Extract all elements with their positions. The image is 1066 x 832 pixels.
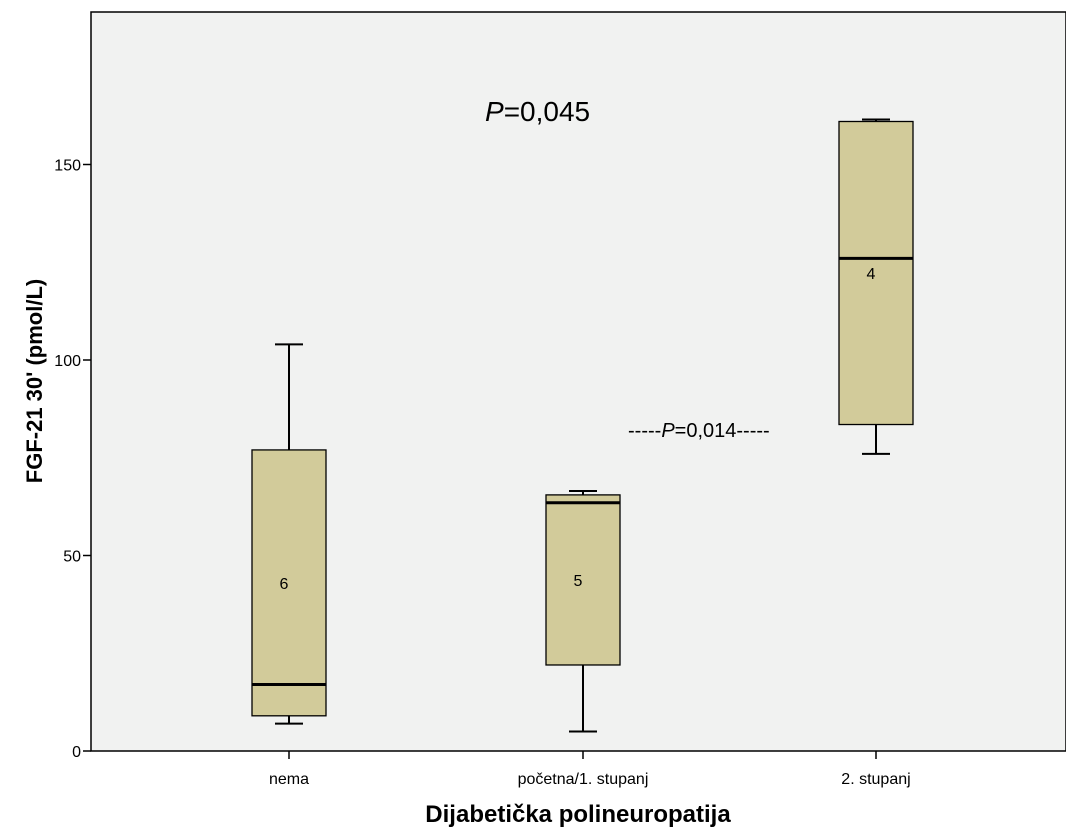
box-count-label: 6 xyxy=(280,576,289,593)
x-tick-label-3: 2. stupanj xyxy=(841,771,910,788)
box-iqr xyxy=(838,120,914,426)
y-tick-label-100: 100 xyxy=(54,353,81,370)
x-tick-label-1: nema xyxy=(269,771,309,788)
box-iqr xyxy=(251,449,327,717)
box-iqr xyxy=(545,494,621,666)
pairwise-p-prefix: ----- xyxy=(628,420,661,442)
boxes: 6 5 4 xyxy=(251,118,914,733)
y-tick-label-0: 0 xyxy=(72,744,81,761)
y-tick-label-50: 50 xyxy=(63,549,81,566)
box-group-2: 5 xyxy=(545,489,621,733)
y-axis-ticks: 0 50 100 150 xyxy=(54,158,91,761)
x-tick-label-2: početna/1. stupanj xyxy=(518,771,649,788)
pairwise-p-value: =0,014----- xyxy=(675,420,770,442)
box-count-label: 5 xyxy=(574,573,583,590)
y-tick-label-150: 150 xyxy=(54,158,81,175)
overall-p-italic: P xyxy=(485,96,504,127)
pairwise-p-annotation: -----P=0,014----- xyxy=(628,420,770,442)
box-group-3: 4 xyxy=(838,118,914,455)
pairwise-p-italic: P xyxy=(661,420,675,442)
x-axis-title: Dijabetička polineuropatija xyxy=(425,801,731,828)
overall-p-value: =0,045 xyxy=(504,96,590,127)
box-group-1: 6 xyxy=(251,343,327,725)
box-count-label: 4 xyxy=(867,266,876,283)
y-axis-title: FGF-21 30' (pmol/L) xyxy=(22,279,47,483)
overall-p-annotation: P=0,045 xyxy=(485,96,590,127)
x-axis-tick-labels: nema početna/1. stupanj 2. stupanj xyxy=(269,751,911,788)
